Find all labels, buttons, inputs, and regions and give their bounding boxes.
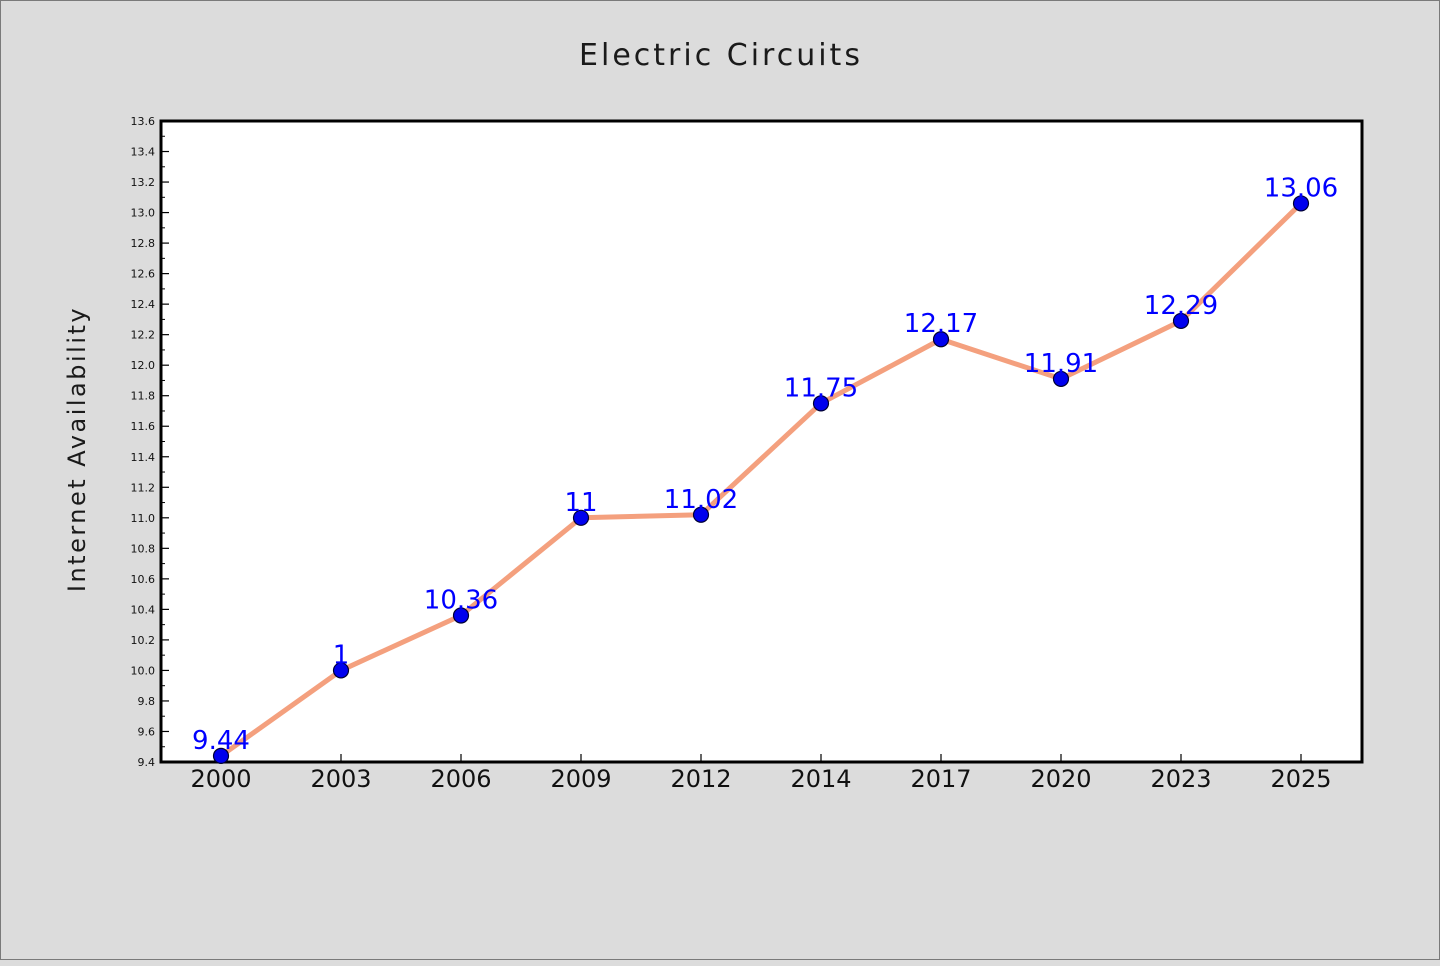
data-point	[812, 395, 830, 412]
x-tick-label: 2009	[550, 765, 611, 793]
y-axis-ticks: 9.4 9.6 9.8 10.0 10.2 10.4 10.6 10.8 11.0 11.2 11.…	[131, 115, 169, 769]
data-label: 11.02	[664, 485, 738, 515]
y-tick-label: 11.8	[131, 390, 156, 403]
y-tick-label: 10.2	[131, 634, 156, 647]
series-layer	[212, 195, 1310, 764]
x-tick-label: 2025	[1270, 765, 1331, 793]
y-tick-label: 12.8	[131, 237, 156, 250]
x-tick-label: 2014	[790, 765, 851, 793]
y-tick-label: 10.6	[131, 573, 156, 586]
y-tick-label: 9.4	[138, 756, 156, 769]
data-label: 10.36	[424, 585, 498, 615]
y-tick-label: 12.0	[131, 359, 156, 372]
data-label: 11.91	[1024, 349, 1098, 379]
y-tick-label: 11.0	[131, 512, 156, 525]
y-tick-label: 12.4	[131, 298, 156, 311]
x-tick-label: 2012	[670, 765, 731, 793]
y-tick-label: 13.0	[131, 207, 156, 220]
y-tick-label: 10.0	[131, 664, 156, 677]
y-tick-label: 13.6	[131, 115, 156, 128]
y-tick-label: 13.2	[131, 176, 156, 189]
y-tick-label: 11.2	[131, 481, 156, 494]
data-point	[932, 331, 950, 348]
y-tick-label: 10.8	[131, 542, 156, 555]
x-axis-ticks: 2000 2003 2006 2009 2012 2014 2017 2020 2023 2025	[190, 754, 1332, 793]
plot-area	[159, 119, 1364, 764]
x-tick-label: 2003	[310, 765, 371, 793]
x-tick-label: 2006	[430, 765, 491, 793]
data-label: 13.06	[1264, 173, 1338, 203]
y-tick-label: 10.4	[131, 603, 156, 616]
data-label-layer: 9.44 1 10.36 11 11.02 11.75 12.17 11.91 12.29 13.…	[192, 173, 1338, 755]
y-tick-label: 9.6	[138, 725, 156, 738]
data-point	[212, 747, 230, 764]
y-tick-label: 9.8	[138, 695, 156, 708]
x-tick-label: 2020	[1030, 765, 1091, 793]
data-label: 12.17	[904, 309, 978, 339]
data-label: 9.44	[192, 726, 250, 756]
data-label: 11.75	[784, 373, 858, 403]
data-point	[1052, 370, 1070, 388]
data-point	[1292, 195, 1310, 212]
y-tick-label: 12.6	[131, 268, 156, 281]
data-point	[692, 506, 710, 523]
data-label: 1	[333, 640, 350, 670]
series-line	[218, 200, 1304, 759]
data-point	[1172, 312, 1190, 330]
x-tick-label: 2023	[1150, 765, 1211, 793]
y-tick-label: 11.6	[131, 420, 156, 433]
y-axis-label: Internet Availability	[63, 306, 91, 592]
x-tick-label: 2017	[910, 765, 971, 793]
y-tick-label: 13.4	[131, 146, 156, 159]
x-tick-label: 2000	[190, 765, 251, 793]
data-point	[332, 662, 350, 679]
y-tick-label: 12.2	[131, 329, 156, 342]
data-point	[452, 607, 470, 624]
data-label: 11	[564, 488, 597, 518]
data-label: 12.29	[1144, 291, 1218, 321]
chart-title: Electric Circuits	[579, 38, 863, 73]
y-tick-label: 11.4	[131, 451, 156, 464]
data-point	[572, 509, 590, 526]
